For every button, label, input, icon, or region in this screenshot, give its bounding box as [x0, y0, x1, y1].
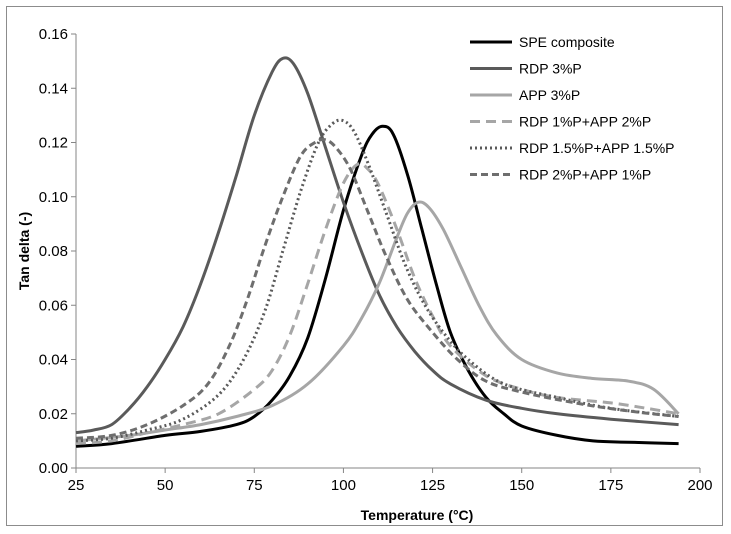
- x-tick-label: 175: [598, 477, 623, 494]
- x-tick-label: 75: [246, 477, 263, 494]
- axes: 25 50 75 100 125 150 175 200 0.00 0.02 0.04 0.06 0.0…: [39, 26, 713, 494]
- legend-label-rdp-1-p-app-2-p: RDP 1%P+APP 2%P: [519, 114, 651, 130]
- y-tick-label: 0.16: [39, 26, 68, 43]
- y-tick-label: 0.12: [39, 135, 68, 152]
- y-axis-title: Tan delta (-): [16, 212, 32, 290]
- y-tick-label: 0.10: [39, 189, 68, 206]
- series-line-rdp-1-p-app-2-p: [75, 162, 679, 446]
- legend-label-spe-composite: SPE composite: [519, 34, 615, 50]
- y-tick-label: 0.04: [39, 352, 68, 369]
- legend-label-rdp-3-p: RDP 3%P: [519, 61, 582, 77]
- legend-label-app-3-p: APP 3%P: [519, 87, 580, 103]
- series-line-rdp-1-5-p-app-1-5-p: [75, 118, 679, 443]
- x-tick-label: 125: [420, 477, 445, 494]
- legend-label-rdp-1-5-p-app-1-5-p: RDP 1.5%P+APP 1.5%P: [519, 140, 675, 156]
- y-tick-label: 0.08: [39, 243, 68, 260]
- legend-label-rdp-2-p-app-1-p: RDP 2%P+APP 1%P: [519, 167, 651, 183]
- series-line-rdp-2-p-app-1-p: [75, 137, 679, 440]
- x-tick-label: 25: [68, 477, 85, 494]
- x-tick-label: 50: [157, 477, 174, 494]
- y-tick-label: 0.00: [39, 460, 68, 477]
- series-line-rdp-3-p: [75, 56, 679, 435]
- series-layer: [75, 56, 680, 448]
- x-tick-label: 100: [331, 477, 356, 494]
- legend: SPE composite RDP 3%P APP 3%P RDP 1%P+APP 2…: [470, 34, 675, 183]
- y-tick-label: 0.02: [39, 406, 68, 423]
- y-tick-label: 0.06: [39, 297, 68, 314]
- x-tick-label: 200: [687, 477, 712, 494]
- x-tick-label: 150: [509, 477, 534, 494]
- series-line-app-3-p: [75, 200, 680, 443]
- x-axis-title: Temperature (°C): [361, 507, 474, 523]
- y-tick-label: 0.14: [39, 80, 68, 97]
- series-line-spe-composite: [75, 124, 679, 448]
